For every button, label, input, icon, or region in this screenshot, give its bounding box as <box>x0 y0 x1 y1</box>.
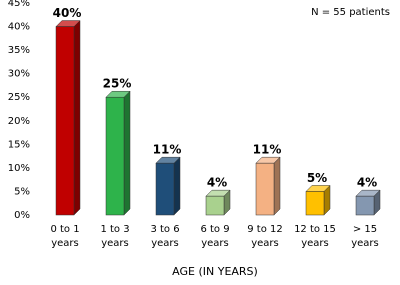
annotation: N = 55 patients <box>311 7 390 18</box>
x-tick-label: 0 to 1 years <box>50 224 80 249</box>
x-tick-label: 12 to 15 years <box>294 224 336 249</box>
bar <box>305 191 325 216</box>
y-tick-label: 45% <box>8 0 30 9</box>
y-tick-label: 35% <box>8 45 30 56</box>
value-label: 5% <box>307 171 327 185</box>
bar <box>355 195 375 216</box>
value-label: 4% <box>207 176 227 190</box>
x-tick-label: 9 to 12 years <box>247 224 283 249</box>
x-tick-label: > 15 years <box>351 224 379 249</box>
value-label: 4% <box>357 176 377 190</box>
bar-side <box>73 19 81 216</box>
value-label: 11% <box>153 143 182 157</box>
value-label: 40% <box>53 6 82 20</box>
bar <box>105 96 125 216</box>
y-tick-label: 20% <box>8 116 30 127</box>
x-tick-label: 6 to 9 years <box>200 224 230 249</box>
x-tick-label: 1 to 3 years <box>100 224 130 249</box>
bar-side <box>273 156 281 216</box>
bar-side <box>123 90 131 216</box>
bar <box>155 162 175 216</box>
y-tick-label: 5% <box>14 186 30 197</box>
bar <box>55 26 75 216</box>
y-tick-label: 25% <box>8 92 30 103</box>
y-tick-label: 0% <box>14 210 30 221</box>
x-tick-label: 3 to 6 years <box>150 224 180 249</box>
bar <box>205 195 225 216</box>
value-label: 25% <box>103 77 132 91</box>
y-tick-label: 10% <box>8 163 30 174</box>
value-label: 11% <box>253 143 282 157</box>
y-tick-label: 40% <box>8 22 30 33</box>
y-tick-label: 15% <box>8 139 30 150</box>
y-tick-label: 30% <box>8 69 30 80</box>
bar-side <box>173 156 181 216</box>
bar <box>255 162 275 216</box>
x-axis-label: AGE (IN YEARS) <box>172 265 258 278</box>
